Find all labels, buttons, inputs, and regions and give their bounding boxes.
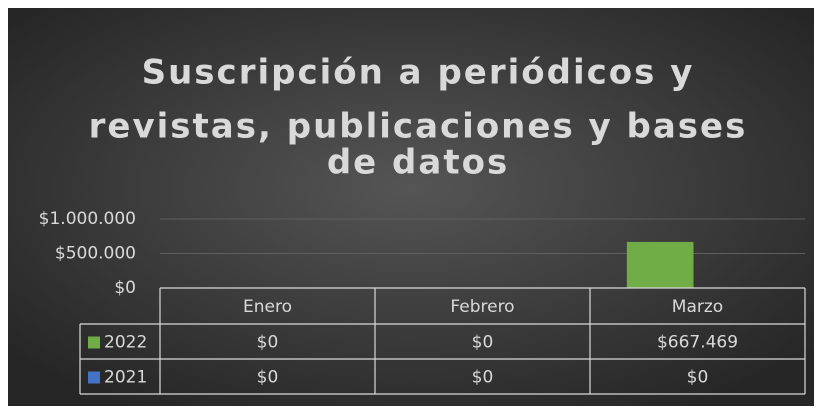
chart-title: revistas, publicaciones y bases: [89, 107, 748, 147]
x-tick-label: Febrero: [450, 297, 514, 317]
data-table-value: $0: [257, 333, 279, 353]
legend-swatch: [88, 371, 100, 384]
data-table-value: $0: [472, 333, 494, 353]
y-tick-label: $1.000.000: [39, 209, 136, 229]
data-table-value: $0: [257, 368, 279, 388]
data-table-value: $667.469: [657, 333, 738, 353]
chart-background: [8, 8, 814, 406]
data-table-value: $0: [687, 368, 709, 388]
x-tick-label: Marzo: [672, 297, 723, 317]
bar: [626, 241, 694, 288]
legend-swatch: [88, 336, 100, 349]
legend-label: 2021: [104, 368, 147, 388]
data-table-value: $0: [472, 368, 494, 388]
y-tick-label: $0: [114, 278, 136, 298]
y-tick-label: $500.000: [55, 244, 136, 264]
chart-title: Suscripción a periódicos y: [142, 53, 695, 93]
chart-title: de datos: [327, 143, 509, 183]
x-tick-label: Enero: [243, 297, 292, 317]
legend-label: 2022: [104, 333, 147, 353]
